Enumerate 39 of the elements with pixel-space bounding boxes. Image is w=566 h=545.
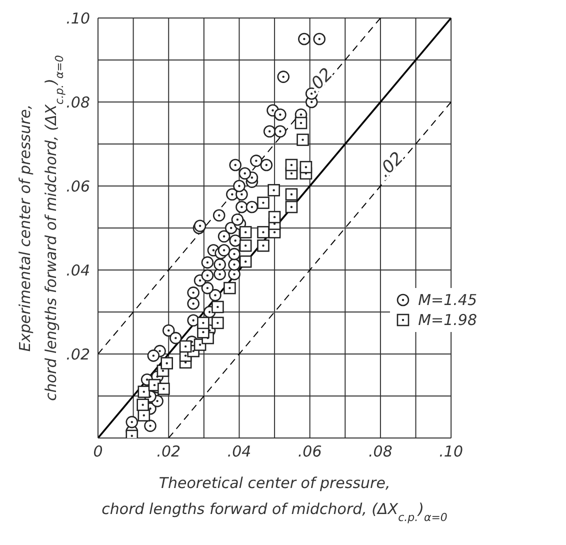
x-tick-label: .08: [368, 442, 392, 461]
point: [257, 239, 270, 252]
x-tick-label: .10: [439, 442, 464, 461]
point: [268, 184, 280, 196]
point: [239, 226, 252, 238]
annotation: .02: [304, 64, 338, 98]
x-tick-label: .04: [227, 442, 252, 461]
x-axis-title: Theoretical center of pressure, chord lengths forward of midchord, (ΔX$_{c.p.}$)$_{α=0}$: [102, 474, 448, 524]
point: [257, 196, 270, 209]
point: [300, 160, 312, 174]
point: [136, 398, 149, 411]
point: [257, 226, 270, 238]
point: [197, 316, 210, 330]
point: [239, 239, 252, 252]
point: [294, 116, 308, 130]
y-tick-label: .02: [66, 345, 90, 364]
legend-label: M=1.98: [418, 311, 477, 329]
annotation: .02: [374, 148, 408, 182]
y-tick-label: .06: [66, 177, 90, 196]
point: [160, 357, 173, 370]
point: [179, 340, 192, 353]
point: [285, 158, 298, 172]
point: [239, 255, 252, 268]
point: [138, 386, 150, 398]
point: [285, 200, 298, 214]
y-tick-label: .08: [66, 93, 90, 112]
point: [212, 300, 224, 314]
point: [158, 382, 170, 396]
point: [268, 210, 281, 224]
y-tick-label: .10: [66, 9, 90, 28]
y-tick-label: .04: [66, 261, 90, 280]
x-tick-label: 0: [93, 442, 103, 461]
x-tick-label: .06: [298, 442, 322, 461]
x-tick-label: .02: [156, 442, 181, 461]
point: [224, 282, 236, 294]
point: [296, 134, 309, 146]
point: [285, 188, 298, 201]
point: [212, 316, 224, 330]
legend-label: M=1.45: [418, 291, 477, 309]
